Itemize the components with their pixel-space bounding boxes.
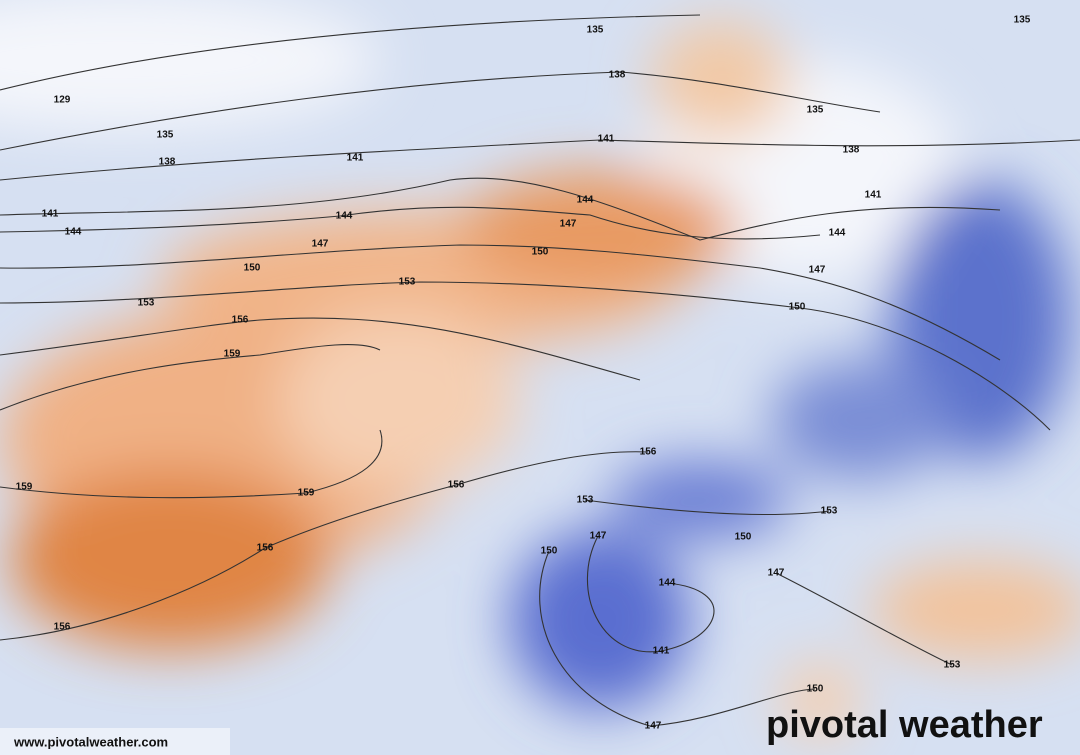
contour-label: 156 <box>448 480 465 491</box>
contour-label: 141 <box>865 190 882 201</box>
contour-label: 144 <box>829 228 846 239</box>
contour-label: 153 <box>399 277 416 288</box>
contour-label: 153 <box>821 506 838 517</box>
contour-label: 129 <box>54 95 71 106</box>
contour-label: 135 <box>587 25 604 36</box>
contour-label: 156 <box>257 543 274 554</box>
contour-label: 141 <box>653 646 670 657</box>
contour-label: 159 <box>224 349 241 360</box>
contour-label: 141 <box>347 153 364 164</box>
contour-label: 150 <box>735 532 752 543</box>
contour-label: 138 <box>609 70 626 81</box>
contour-label: 147 <box>768 568 785 579</box>
contour-label: 156 <box>640 447 657 458</box>
contour-label: 159 <box>16 482 33 493</box>
contour-label: 135 <box>157 130 174 141</box>
brand-logo: pivotal weather <box>766 704 1043 746</box>
footer-url: www.pivotalweather.com <box>13 734 168 749</box>
footer-bg <box>0 728 230 755</box>
contour-label: 156 <box>232 315 249 326</box>
contour-label: 135 <box>807 105 824 116</box>
contour-label: 150 <box>807 684 824 695</box>
contour-label: 147 <box>645 721 662 732</box>
contour-label: 156 <box>54 622 71 633</box>
contour-label: 153 <box>577 495 594 506</box>
contour-label: 150 <box>244 263 261 274</box>
contour-label: 144 <box>65 227 82 238</box>
contour-label: 150 <box>541 546 558 557</box>
contour-label: 147 <box>809 265 826 276</box>
contour-label: 144 <box>577 195 594 206</box>
contour-label: 153 <box>138 298 155 309</box>
contour-label: 153 <box>944 660 961 671</box>
contour-label: 141 <box>598 134 615 145</box>
contour-label: 135 <box>1014 15 1031 26</box>
contour-label: 147 <box>312 239 329 250</box>
contour-label: 144 <box>336 211 353 222</box>
contour-lines <box>0 14 1080 727</box>
contour-label: 159 <box>298 488 315 499</box>
contour-label: 147 <box>590 531 607 542</box>
contour-label: 150 <box>532 247 549 258</box>
contour-label: 141 <box>42 209 59 220</box>
contour-label: 144 <box>659 578 676 589</box>
contour-label: 150 <box>789 302 806 313</box>
contour-label: 138 <box>843 145 860 156</box>
contour-label: 147 <box>560 219 577 230</box>
contour-label: 138 <box>159 157 176 168</box>
